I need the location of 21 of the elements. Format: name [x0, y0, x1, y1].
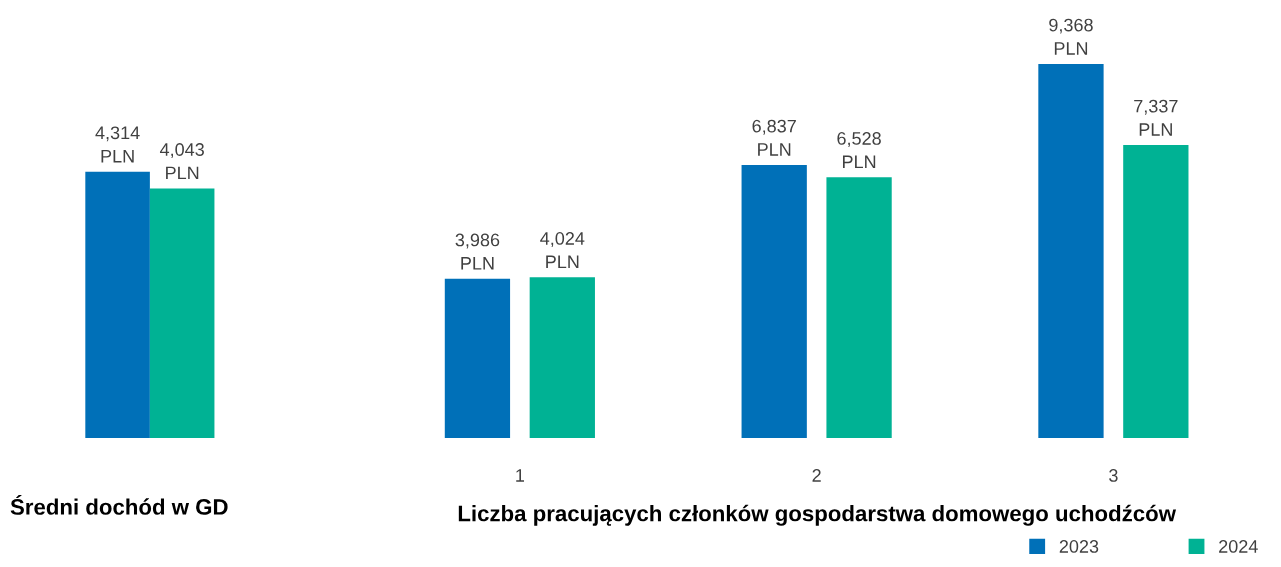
data-label: 3,986 PLN [455, 233, 500, 270]
data-label: 4,314 PLN [95, 126, 140, 163]
data-label: 9,368 PLN [1049, 18, 1093, 55]
legend-label: 2023 [1059, 540, 1099, 553]
bar [529, 277, 595, 439]
bar [1123, 145, 1189, 439]
data-label: 4,024 PLN [540, 232, 585, 269]
x-tick-label: 2 [812, 469, 821, 482]
x-axis-title: Liczba pracujących członków gospodarstwa domowego uchodźców [458, 504, 1177, 526]
bar [1038, 63, 1104, 439]
x-tick-label: 1 [516, 469, 525, 482]
data-label: 7,337 PLN [1134, 99, 1178, 136]
legend-label: 2024 [1219, 540, 1258, 553]
x-axis-title: Średni dochód w GD [10, 494, 228, 515]
x-tick-label: 3 [1109, 469, 1118, 482]
data-label: 6,528 PLN [837, 132, 881, 169]
bar [741, 165, 807, 439]
data-label: 6,837 PLN [752, 119, 796, 156]
bar [826, 177, 892, 439]
data-label: 4,043 PLN [159, 143, 204, 180]
bar [444, 278, 511, 439]
